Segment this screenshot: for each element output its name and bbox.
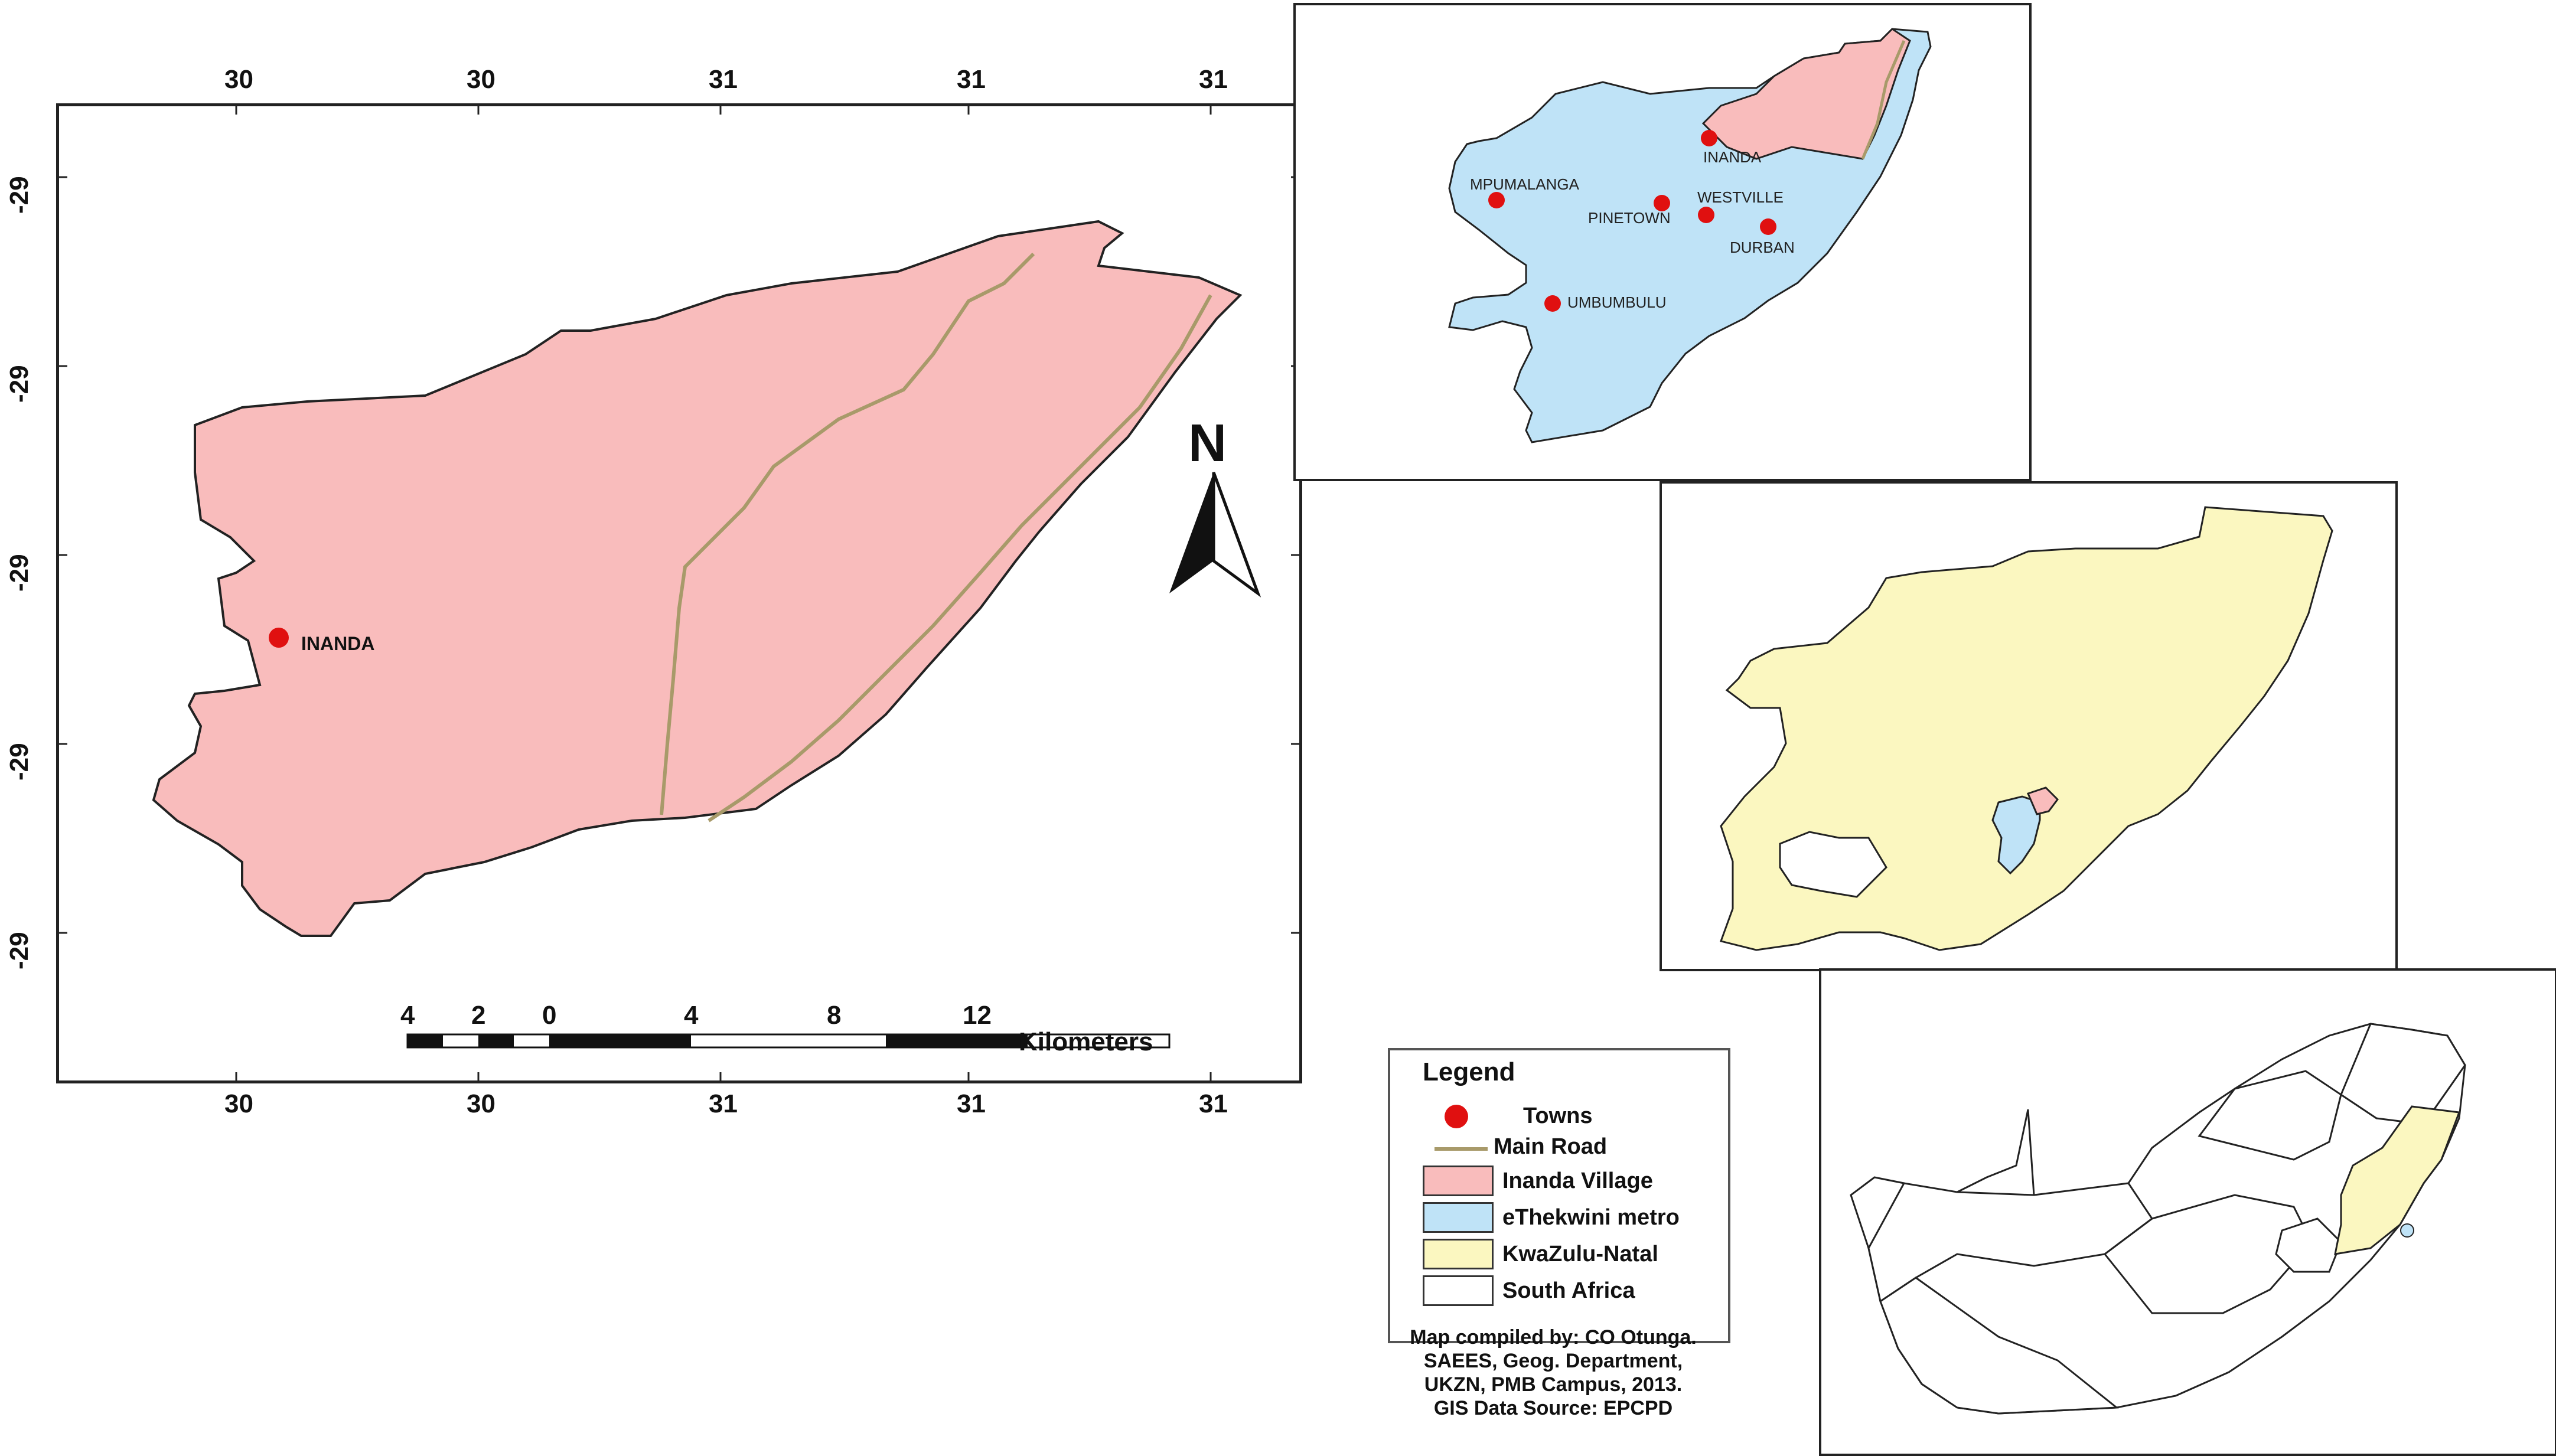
legend-ethekwini-swatch [1423,1202,1494,1233]
sa-ethekwini-marker [2400,1223,2414,1238]
sa-province-3 [2198,1070,2342,1161]
legend-title: Legend [1423,1057,1515,1086]
credit-line: Map compiled by: CO Otunga. [1410,1326,1697,1349]
sa-lesotho [2275,1217,2342,1273]
south-africa-inset-frame [1819,968,2556,1456]
inset-road [1861,40,1906,159]
bottom-tick-label: 31 [709,1089,738,1118]
town-label-durban: DURBAN [1730,239,1795,256]
main-map-frame: 30 30 31 31 31 30 30 31 31 31 -29 -29 -2… [5,65,1302,1118]
legend-towns-dot-icon [1445,1105,1468,1128]
town-marker-pinetown [1654,195,1670,211]
left-tick-label: -29 [5,932,34,969]
left-tick-label: -29 [5,743,34,781]
credit-line: SAEES, Geog. Department, [1423,1350,1683,1372]
legend-road-line-icon [1435,1147,1488,1151]
town-marker-westville [1698,207,1714,223]
sa-province-5 [1879,1277,2120,1415]
bottom-tick-label: 31 [1199,1089,1228,1118]
sa-province-4 [2340,1023,2466,1125]
graticule-ticks [59,106,1299,1080]
kzn-inset-svg [1720,506,2333,951]
town-marker-umbumbulu [1544,295,1561,312]
top-tick-label: 31 [1199,65,1228,94]
bottom-tick-label: 30 [467,1089,495,1118]
scale-number: 12 [963,1001,992,1030]
legend-inanda-label: Inanda Village [1502,1168,1653,1193]
sa-kzn [2334,1105,2461,1255]
kzn-inset-frame [1660,481,2398,971]
main-map-svg [59,106,1299,1080]
south-africa-inset-svg [1850,1023,2466,1415]
scale-number: 2 [471,1001,486,1030]
credit-line: UKZN, PMB Campus, 2013. [1424,1373,1683,1396]
inanda-town-marker [269,628,289,648]
legend-sa-label: South Africa [1502,1278,1635,1303]
map-credit: Map compiled by: CO Otunga. SAEES, Geog.… [1293,1326,1813,1420]
scale-unit: Kilometers [1019,1027,1153,1056]
left-tick-label: -29 [5,554,34,592]
town-label-pinetown: PINETOWN [1588,209,1671,227]
legend-ethekwini-label: eThekwini metro [1502,1205,1680,1230]
legend-road-label: Main Road [1494,1134,1608,1159]
town-label-mpumalanga: MPUMALANGA [1470,175,1579,193]
inanda-area-inset [1701,28,1911,160]
town-marker-inanda [1701,130,1717,146]
bottom-tick-label: 31 [957,1089,986,1118]
inanda-village-area [152,220,1243,937]
kzn-lesotho-gap [1779,831,1887,898]
legend-towns-label: Towns [1523,1104,1593,1128]
scale-number: 0 [542,1001,557,1030]
legend-kzn-label: KwaZulu-Natal [1502,1242,1658,1266]
town-marker-mpumalanga [1488,192,1505,208]
north-label: N [1188,414,1227,473]
top-tick-label: 30 [467,65,495,94]
ethekwini-inset-frame: INANDA MPUMALANGA PINETOWN WESTVILLE DUR… [1293,3,2032,481]
scale-number: 4 [400,1001,415,1030]
top-tick-label: 30 [224,65,253,94]
legend: Legend Towns Main Road Inanda Village eT… [1388,1048,1730,1343]
town-marker-durban [1760,218,1776,235]
top-tick-label: 31 [957,65,986,94]
sa-province-2 [2103,1194,2313,1314]
ethekwini-inset-svg [1448,28,1932,443]
main-road-1 [660,252,1035,815]
inanda-in-kzn [2026,786,2059,815]
kzn-area [1720,506,2333,951]
credit-line: GIS Data Source: EPCPD [1433,1397,1673,1419]
town-label-inanda: INANDA [1703,148,1762,166]
north-arrow-icon [1169,472,1261,598]
main-road-2 [708,294,1212,822]
left-tick-label: -29 [5,365,34,403]
town-label-umbumbulu: UMBUMBULU [1567,293,1667,311]
legend-inanda-swatch [1423,1166,1494,1196]
scale-number: 8 [827,1001,842,1030]
left-tick-label: -29 [5,176,34,214]
scale-number: 4 [684,1001,699,1030]
sa-province-1 [1867,1182,2154,1303]
top-tick-label: 31 [709,65,738,94]
legend-kzn-swatch [1423,1239,1494,1269]
inanda-town-label: INANDA [301,633,375,654]
scale-bar [406,1033,1171,1049]
town-label-westville: WESTVILLE [1697,188,1784,206]
legend-sa-swatch [1423,1275,1494,1306]
bottom-tick-label: 30 [224,1089,253,1118]
